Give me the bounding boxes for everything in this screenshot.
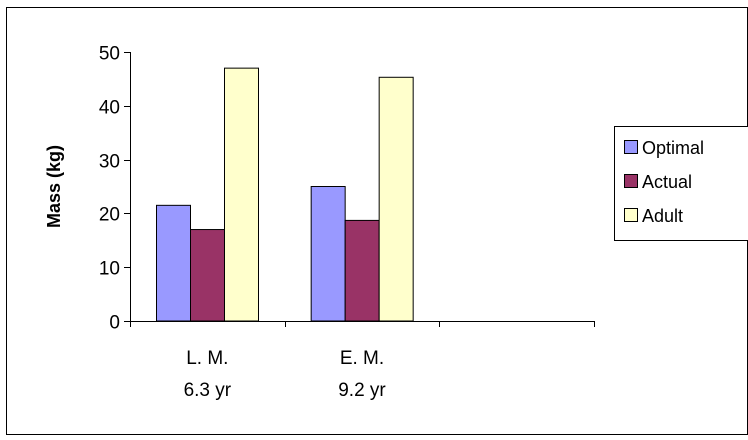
legend-swatch-optimal (625, 141, 638, 154)
y-tick-label: 0 (109, 313, 120, 334)
legend-swatch-adult (625, 209, 638, 222)
bar-optimal (311, 187, 345, 322)
x-category-label: E. M. (340, 348, 384, 369)
y-tick-label: 40 (99, 98, 120, 119)
bar-adult (379, 77, 413, 321)
legend-label-optimal: Optimal (642, 138, 704, 158)
bar-adult (225, 68, 259, 321)
y-tick-label: 30 (99, 152, 120, 173)
legend-label-adult: Adult (642, 206, 683, 226)
x-category-label: 6.3 yr (184, 380, 232, 401)
bar-actual (191, 230, 225, 321)
y-tick-label: 50 (99, 44, 120, 65)
y-tick-label: 20 (99, 205, 120, 226)
legend-swatch-actual (625, 175, 638, 188)
bar-actual (345, 220, 379, 321)
x-category-label: L. M. (186, 348, 228, 369)
y-tick-label: 10 (99, 259, 120, 280)
bar-optimal (157, 205, 191, 321)
legend-label-actual: Actual (642, 172, 692, 192)
y-axis-label: Mass (kg) (44, 145, 64, 228)
x-category-label: 9.2 yr (338, 380, 386, 401)
